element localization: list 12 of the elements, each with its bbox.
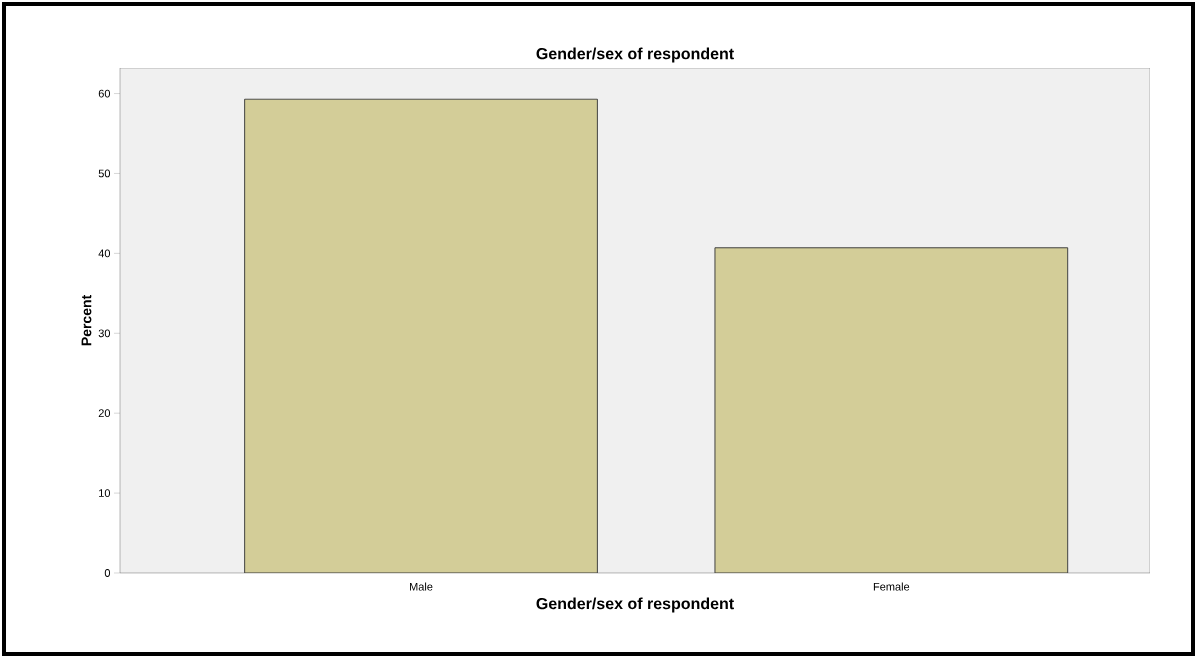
- x-tick-label: Male: [410, 582, 433, 591]
- x-tick-label: Female: [873, 582, 910, 591]
- x-axis-title: Gender/sex of respondent: [536, 597, 734, 613]
- y-tick-label: 30: [98, 329, 111, 338]
- y-tick-label: 50: [98, 169, 111, 178]
- y-tick-label: 60: [98, 89, 111, 98]
- y-axis-title: Percent: [81, 294, 92, 346]
- y-tick-label: 20: [98, 409, 111, 418]
- chart-title: Gender/sex of respondent: [536, 47, 734, 63]
- y-tick-label: 10: [99, 489, 111, 497]
- y-tick-label: 40: [98, 249, 111, 258]
- y-tick-label: 0: [104, 569, 111, 577]
